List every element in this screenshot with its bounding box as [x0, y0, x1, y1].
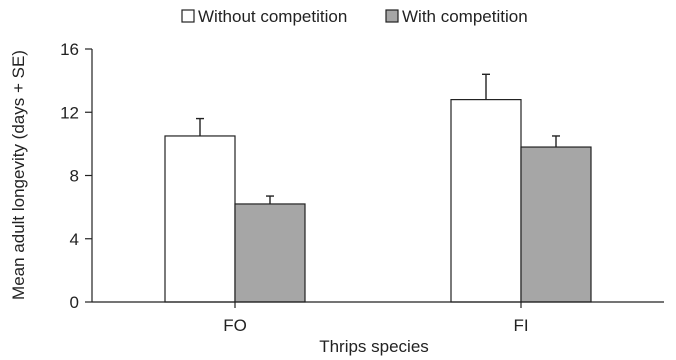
legend-label-1: Without competition: [198, 7, 347, 26]
bar-fi-series-1: [450, 98, 522, 303]
y-tick-label: 16: [60, 40, 79, 59]
x-tick-label: FI: [513, 316, 528, 335]
legend-label-2: With competition: [402, 7, 528, 26]
legend: Without competition With competition: [181, 7, 528, 26]
y-tick-label: 8: [70, 167, 79, 186]
y-axis: 0 4 8 12 16: [60, 40, 93, 312]
bar-fo-series-1: [164, 135, 236, 303]
legend-swatch-1: [181, 9, 195, 23]
y-axis-title: Mean adult longevity (days + SE): [9, 50, 28, 300]
bar-fi-series-2: [520, 146, 592, 303]
bar-fo-series-2: [234, 203, 306, 303]
y-tick-label: 12: [60, 103, 79, 122]
y-tick-label: 0: [70, 293, 79, 312]
bars: [164, 73, 592, 303]
legend-swatch-2: [385, 9, 399, 23]
x-axis-title: Thrips species: [319, 337, 429, 356]
x-tick-label: FO: [223, 316, 247, 335]
y-tick-label: 4: [70, 230, 79, 249]
x-axis: FO FI: [92, 301, 664, 335]
